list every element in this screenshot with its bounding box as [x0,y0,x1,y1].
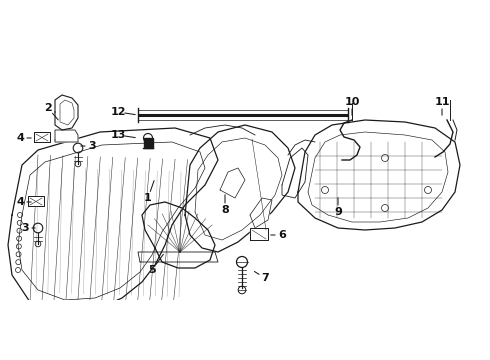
Text: 6: 6 [278,230,286,240]
Polygon shape [185,125,295,252]
Text: 5: 5 [148,265,156,275]
Polygon shape [34,132,50,142]
Text: 13: 13 [110,130,126,140]
Text: 3: 3 [88,141,96,151]
Text: 9: 9 [334,207,342,217]
Text: 3: 3 [21,223,29,233]
Polygon shape [250,228,268,240]
Text: 1: 1 [144,193,152,203]
Text: 12: 12 [110,107,126,117]
Text: 7: 7 [261,273,269,283]
Text: 10: 10 [344,97,360,107]
Text: 2: 2 [44,103,52,113]
Polygon shape [55,95,78,130]
Polygon shape [250,198,272,228]
Polygon shape [55,130,78,142]
Polygon shape [142,202,215,268]
Polygon shape [298,120,460,230]
Polygon shape [138,252,218,262]
Text: 4: 4 [16,197,24,207]
Text: 8: 8 [221,205,229,215]
Text: 11: 11 [434,97,450,107]
Polygon shape [282,148,308,198]
Polygon shape [220,168,245,198]
Polygon shape [8,128,218,312]
Text: 4: 4 [16,133,24,143]
Polygon shape [28,196,44,206]
Polygon shape [144,138,152,148]
